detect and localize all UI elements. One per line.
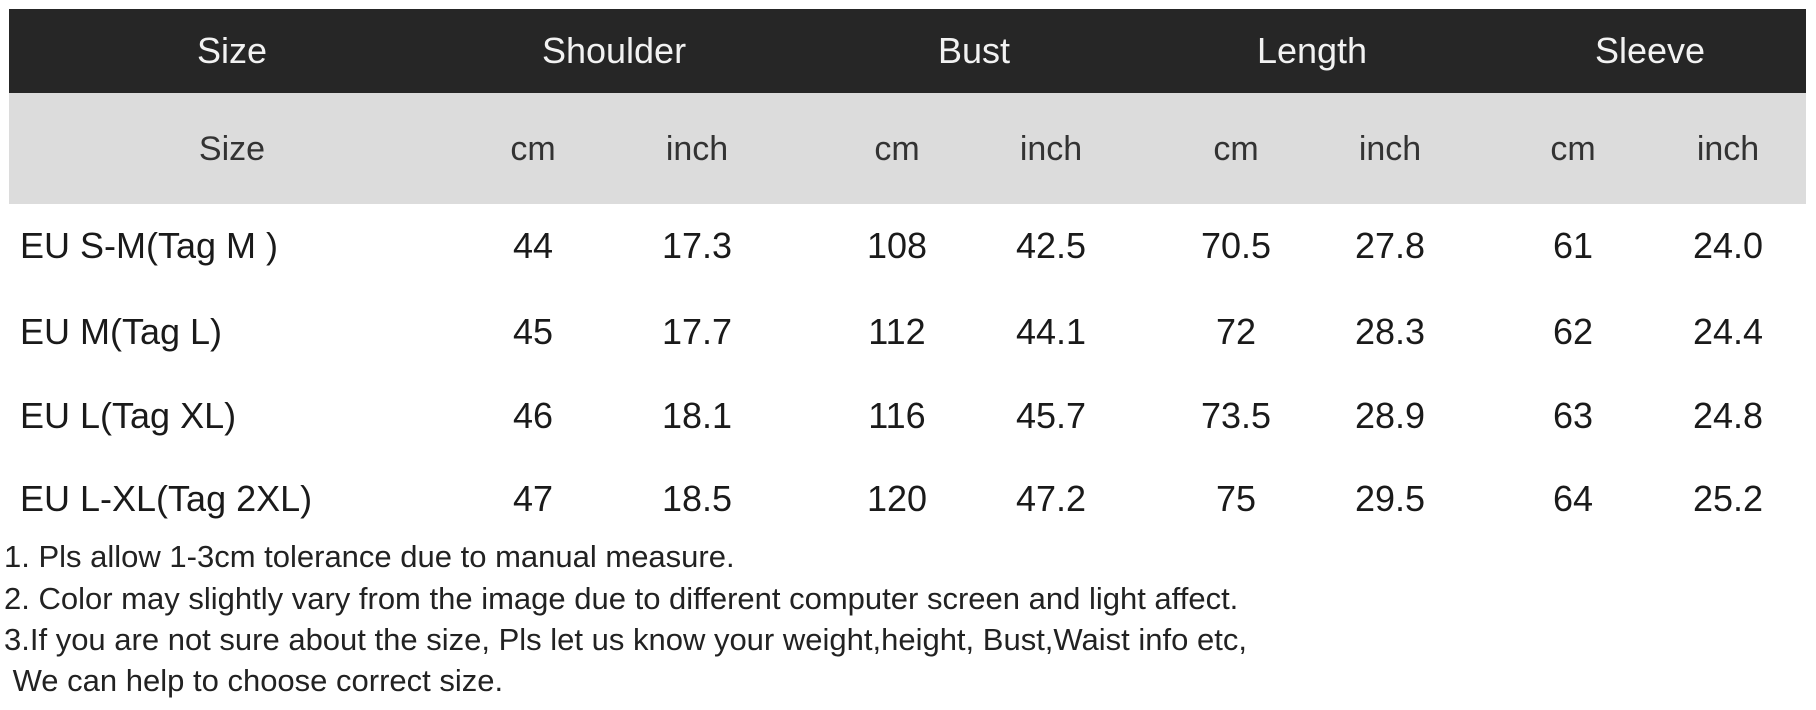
size-label: EU S-M(Tag M ) bbox=[20, 225, 279, 266]
table-cell: 61 bbox=[1552, 225, 1594, 266]
column-group-header: Sleeve bbox=[1594, 30, 1706, 71]
column-group-header: Shoulder bbox=[541, 30, 687, 71]
table-row: EU L-XL(Tag 2XL) 47 18.5 120 47.2 75 29.5 64 25.… bbox=[0, 478, 1816, 538]
table-row: EU L(Tag XL) 46 18.1 116 45.7 73.5 28.9 63 24.8 bbox=[0, 395, 1816, 455]
table-cell: 63 bbox=[1552, 395, 1594, 436]
table-cell: 47.2 bbox=[1015, 478, 1087, 519]
note-line: 2. Color may slightly vary from the imag… bbox=[4, 581, 1239, 616]
table-cell: 27.8 bbox=[1354, 225, 1426, 266]
table-cell: 45.7 bbox=[1015, 395, 1087, 436]
size-label: EU M(Tag L) bbox=[20, 311, 223, 352]
note-line: 1. Pls allow 1-3cm tolerance due to manu… bbox=[4, 539, 735, 574]
table-cell: 29.5 bbox=[1354, 478, 1426, 519]
table-cell: 25.2 bbox=[1692, 478, 1764, 519]
unit-header: inch bbox=[1696, 130, 1760, 168]
table-cell: 28.9 bbox=[1354, 395, 1426, 436]
table-cell: 18.5 bbox=[661, 478, 733, 519]
table-cell: 42.5 bbox=[1015, 225, 1087, 266]
table-cell: 46 bbox=[512, 395, 554, 436]
table-cell: 17.7 bbox=[661, 311, 733, 352]
table-cell: 24.8 bbox=[1692, 395, 1764, 436]
table-cell: 70.5 bbox=[1200, 225, 1272, 266]
column-group-header: Size bbox=[196, 30, 268, 71]
unit-header: inch bbox=[665, 130, 729, 168]
table-header bbox=[9, 9, 1806, 93]
table-cell: 17.3 bbox=[661, 225, 733, 266]
table-cell: 72 bbox=[1215, 311, 1257, 352]
unit-header: inch bbox=[1358, 130, 1422, 168]
column-group-header: Length bbox=[1256, 30, 1368, 71]
unit-header: cm bbox=[1213, 130, 1259, 168]
table-cell: 24.0 bbox=[1692, 225, 1764, 266]
table-cell: 24.4 bbox=[1692, 311, 1764, 352]
unit-header: cm bbox=[510, 130, 556, 168]
table-row: EU S-M(Tag M ) 44 17.3 108 42.5 70.5 27.8 61 24.… bbox=[0, 225, 1816, 285]
table-row: EU M(Tag L) 45 17.7 112 44.1 72 28.3 62 24.4 bbox=[0, 311, 1816, 371]
column-group-header: Bust bbox=[937, 30, 1011, 71]
unit-header: cm bbox=[874, 130, 920, 168]
size-label: EU L(Tag XL) bbox=[20, 395, 237, 436]
table-cell: 112 bbox=[868, 311, 926, 352]
size-label: EU L-XL(Tag 2XL) bbox=[20, 478, 313, 519]
table-cell: 73.5 bbox=[1200, 395, 1272, 436]
table-cell: 116 bbox=[868, 395, 926, 436]
table-subheader bbox=[9, 93, 1806, 204]
table-cell: 64 bbox=[1552, 478, 1594, 519]
table-cell: 18.1 bbox=[661, 395, 733, 436]
unit-header: cm bbox=[1550, 130, 1596, 168]
note-line: 3.If you are not sure about the size, Pl… bbox=[4, 622, 1247, 657]
table-cell: 108 bbox=[866, 225, 928, 266]
unit-header: inch bbox=[1019, 130, 1083, 168]
table-cell: 75 bbox=[1215, 478, 1257, 519]
table-cell: 62 bbox=[1552, 311, 1594, 352]
table-cell: 28.3 bbox=[1354, 311, 1426, 352]
table-cell: 120 bbox=[866, 478, 928, 519]
size-subheader: Size bbox=[198, 130, 266, 168]
table-cell: 44.1 bbox=[1015, 311, 1087, 352]
note-line: We can help to choose correct size. bbox=[4, 663, 504, 698]
table-cell: 47 bbox=[512, 478, 554, 519]
table-cell: 44 bbox=[512, 225, 554, 266]
table-cell: 45 bbox=[512, 311, 554, 352]
